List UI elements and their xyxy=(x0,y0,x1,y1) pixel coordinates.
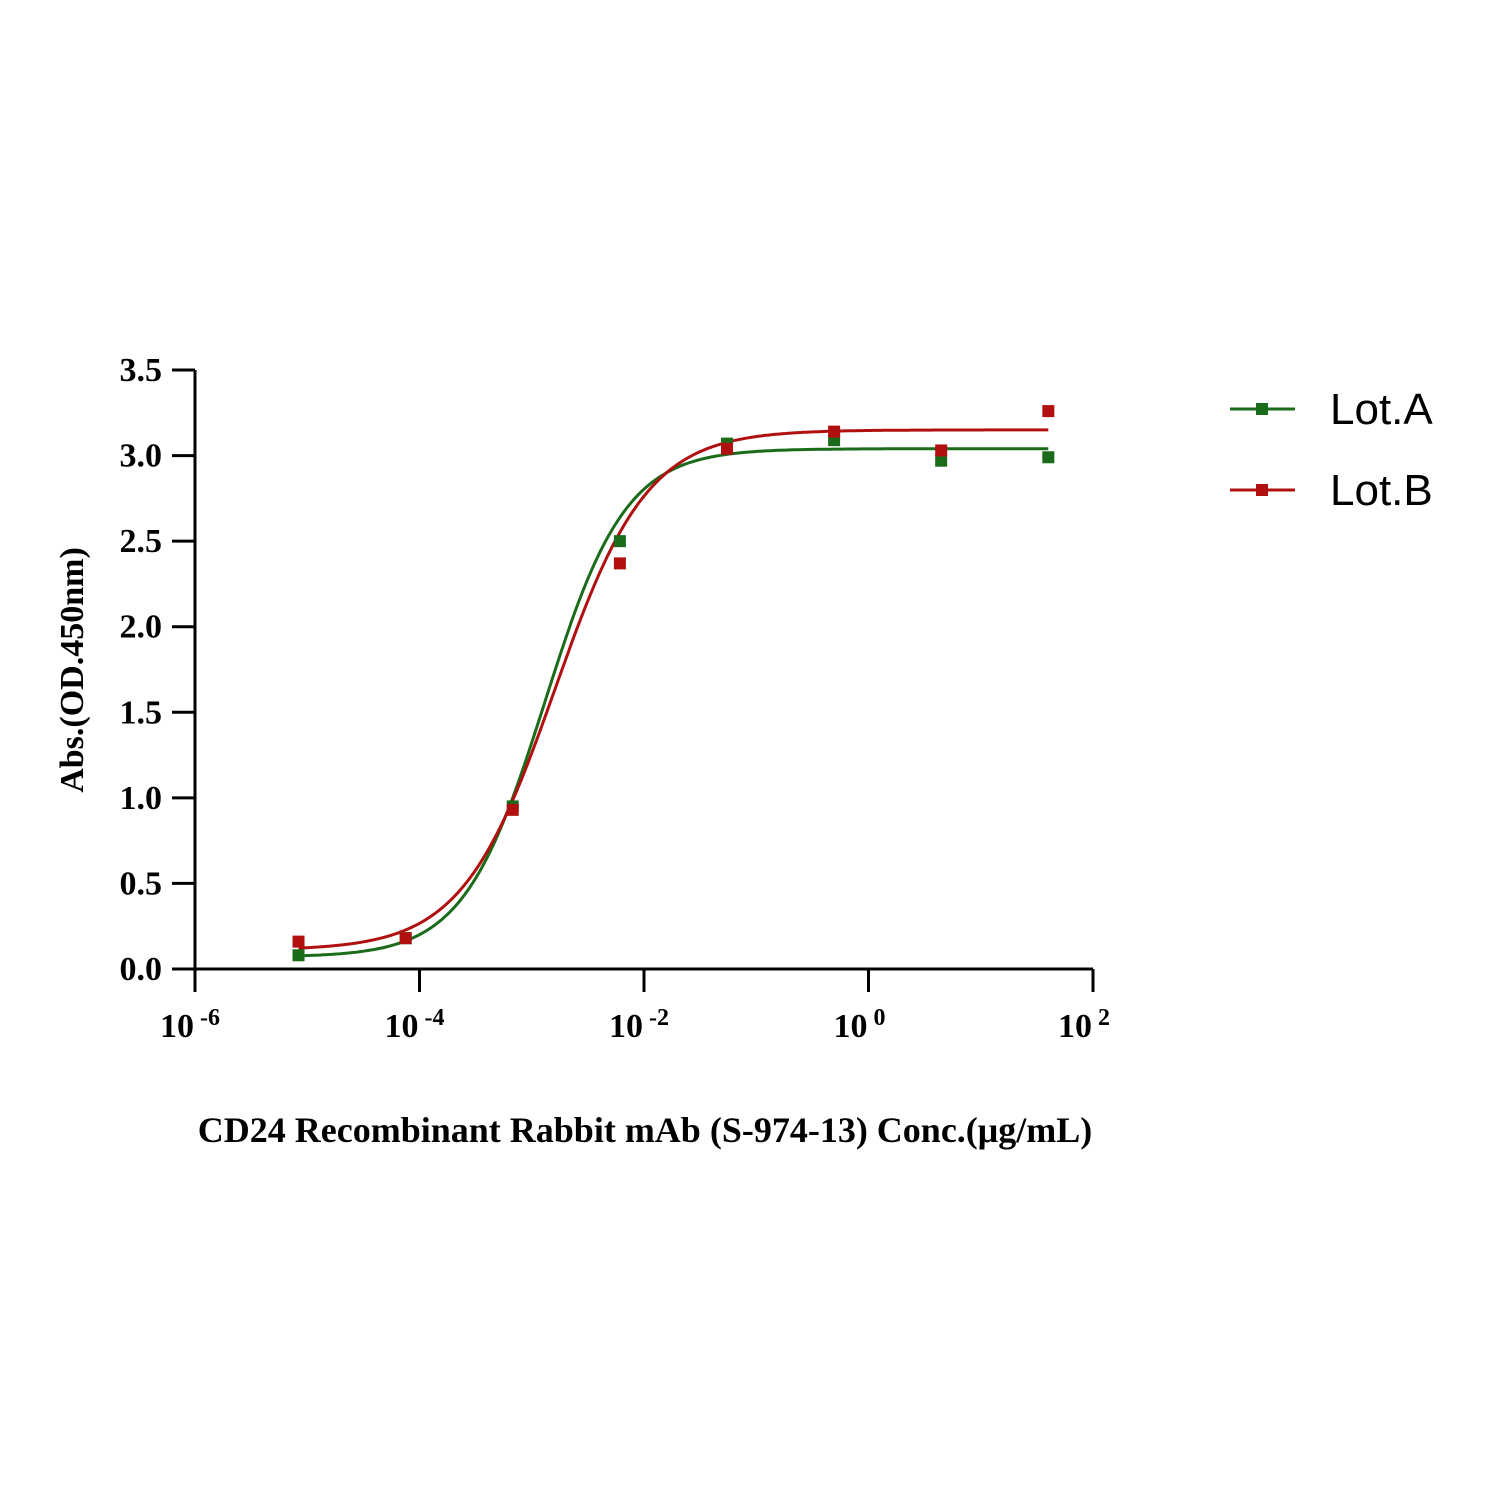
x-tick-label: 10 -4 xyxy=(385,1005,445,1045)
data-point-lot-b xyxy=(1042,405,1055,418)
y-tick-label: 1.5 xyxy=(120,694,163,731)
x-tick-base: 10 xyxy=(1058,1008,1092,1045)
y-tick-label: 3.0 xyxy=(120,438,163,475)
x-tick-exponent: -6 xyxy=(200,1005,220,1031)
y-tick-label: 3.5 xyxy=(120,352,163,389)
y-tick-label: 1.0 xyxy=(120,780,163,817)
x-axis-label: CD24 Recombinant Rabbit mAb (S-974-13) C… xyxy=(198,1110,1092,1150)
y-axis-label: Abs.(OD.450nm) xyxy=(54,547,91,793)
data-point-lot-b xyxy=(292,935,305,948)
x-tick-exponent: 2 xyxy=(1098,1005,1110,1031)
legend-marker xyxy=(1256,403,1268,415)
x-tick-exponent: 0 xyxy=(874,1005,886,1031)
fit-curves xyxy=(298,428,1049,958)
fit-curve-lot-b xyxy=(298,428,1049,950)
data-point-lot-b xyxy=(399,932,412,945)
x-tick-base: 10 xyxy=(160,1008,194,1045)
x-tick-label: 10 0 xyxy=(834,1005,886,1045)
x-tick-label: 10 -6 xyxy=(160,1005,220,1045)
data-point-lot-a xyxy=(935,454,948,467)
y-tick-label: 0.0 xyxy=(120,951,163,988)
x-tick-label: 10 2 xyxy=(1058,1005,1110,1045)
axes: 0.00.51.01.52.02.53.03.510 -6 10 -4 10 -2 10 0 1… xyxy=(120,352,1111,1045)
x-tick-base: 10 xyxy=(834,1008,868,1045)
data-point-lot-b xyxy=(613,557,626,570)
legend-label: Lot.B xyxy=(1330,466,1433,515)
data-point-lot-b xyxy=(506,803,519,816)
data-points xyxy=(292,405,1055,962)
x-tick-base: 10 xyxy=(385,1008,419,1045)
y-tick-label: 2.5 xyxy=(120,523,163,560)
legend: Lot.A Lot.B xyxy=(1230,385,1433,515)
y-tick-label: 2.0 xyxy=(120,609,163,646)
data-point-lot-a xyxy=(1042,451,1055,464)
x-tick-exponent: -2 xyxy=(649,1005,669,1031)
data-point-lot-a xyxy=(292,949,305,962)
fit-curve-lot-a xyxy=(298,447,1049,958)
legend-marker xyxy=(1256,484,1268,496)
data-point-lot-b xyxy=(721,442,734,455)
x-tick-exponent: -4 xyxy=(425,1005,445,1031)
x-tick-label: 10 -2 xyxy=(609,1005,669,1045)
x-tick-base: 10 xyxy=(609,1008,643,1045)
data-point-lot-b xyxy=(828,425,841,438)
data-point-lot-a xyxy=(613,535,626,548)
legend-label: Lot.A xyxy=(1330,385,1433,434)
y-tick-label: 0.5 xyxy=(120,865,163,902)
data-point-lot-b xyxy=(935,444,948,457)
